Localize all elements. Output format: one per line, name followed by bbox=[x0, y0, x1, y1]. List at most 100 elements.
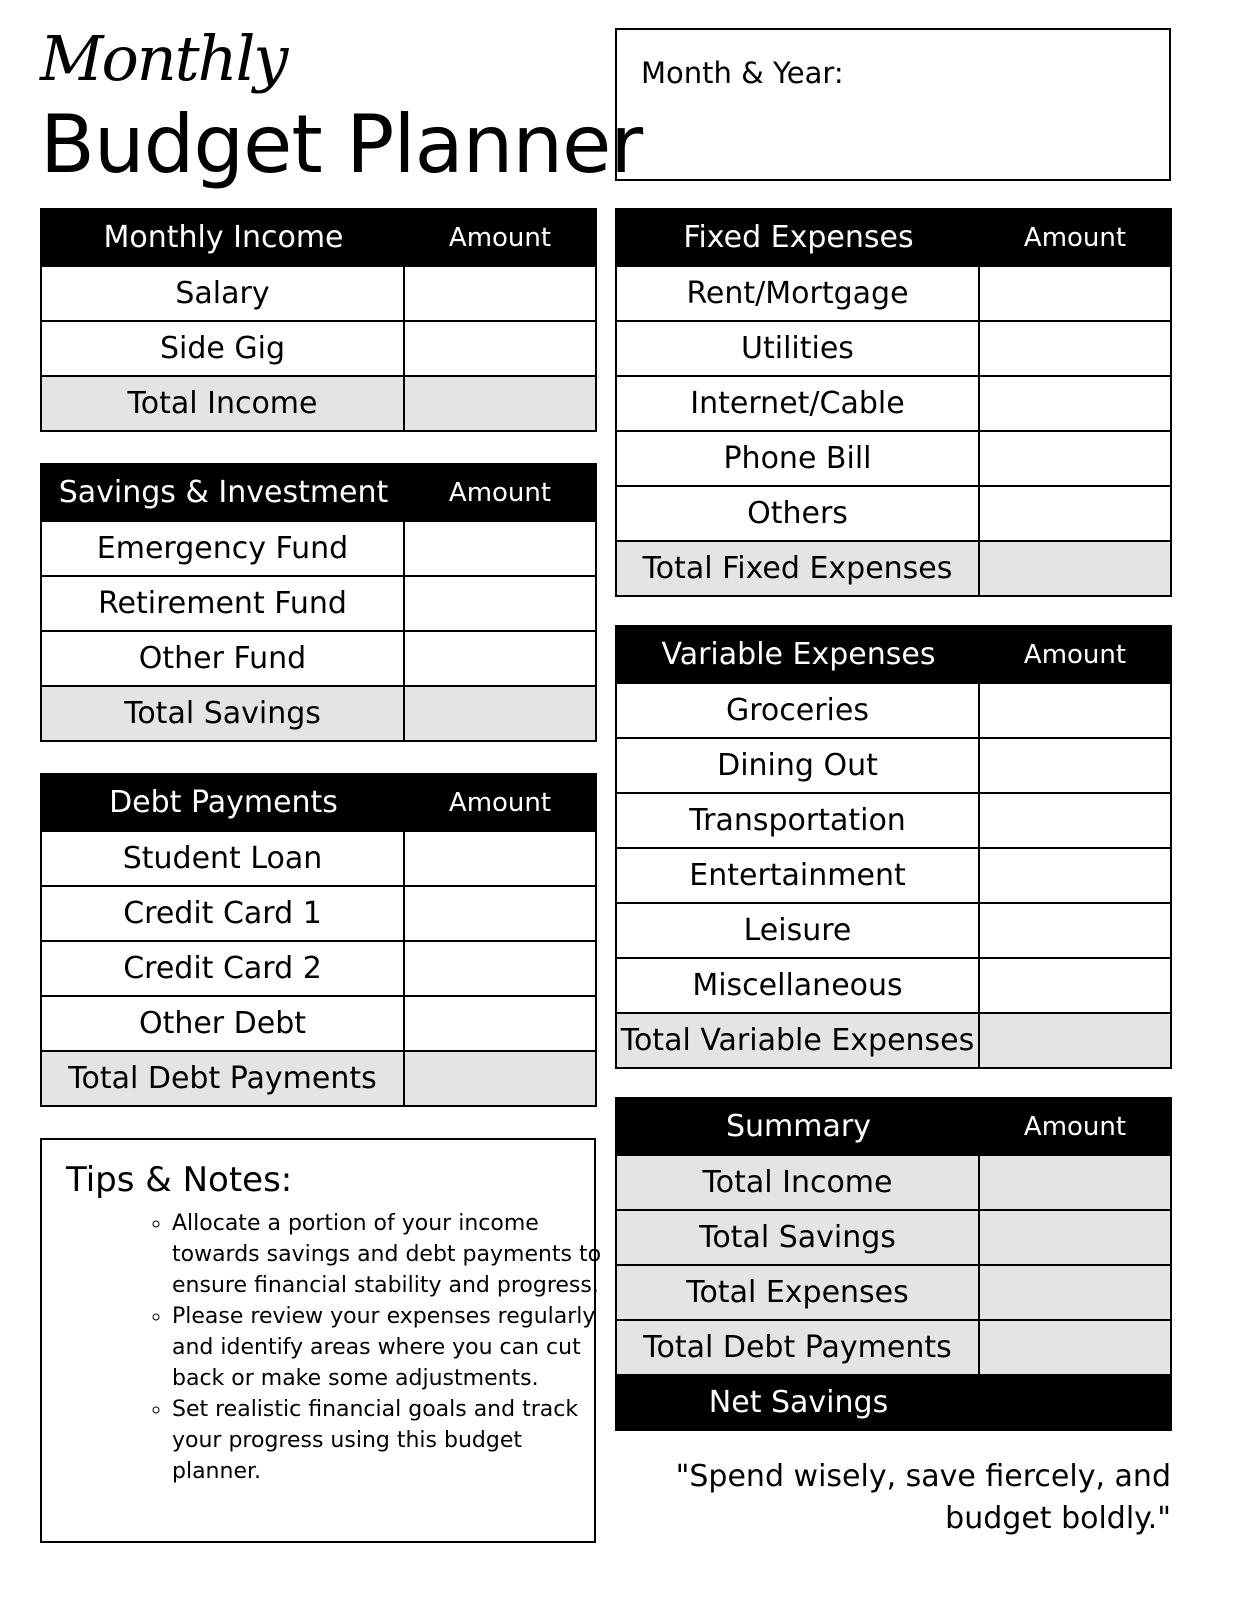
amount-cell[interactable] bbox=[980, 542, 1170, 595]
amount-cell[interactable] bbox=[980, 487, 1170, 540]
table-header: Summary Amount bbox=[617, 1099, 1170, 1154]
net-savings-amount[interactable] bbox=[980, 1376, 1170, 1429]
row-label: Groceries bbox=[617, 684, 980, 737]
tip-item: Please review your expenses regularly an… bbox=[172, 1301, 602, 1394]
row-label: Utilities bbox=[617, 322, 980, 375]
amount-header: Amount bbox=[1023, 222, 1127, 253]
row-label: Total Expenses bbox=[617, 1266, 980, 1319]
table-row: Entertainment bbox=[617, 847, 1170, 902]
fixed-expenses-table: Fixed Expenses Amount Rent/Mortgage Utiliti… bbox=[615, 208, 1172, 597]
row-label: Credit Card 1 bbox=[42, 887, 405, 940]
table-row: Retirement Fund bbox=[42, 575, 595, 630]
row-label: Internet/Cable bbox=[617, 377, 980, 430]
table-row: Others bbox=[617, 485, 1170, 540]
row-label: Leisure bbox=[617, 904, 980, 957]
row-label: Credit Card 2 bbox=[42, 942, 405, 995]
table-row: Student Loan bbox=[42, 830, 595, 885]
amount-cell[interactable] bbox=[980, 739, 1170, 792]
table-row: Total Debt Payments bbox=[42, 1050, 595, 1105]
summary-table: Summary Amount Total Income Total Savings To… bbox=[615, 1097, 1172, 1431]
row-label: Other Fund bbox=[42, 632, 405, 685]
row-label: Total Debt Payments bbox=[617, 1321, 980, 1374]
row-label: Salary bbox=[42, 267, 405, 320]
row-label: Side Gig bbox=[42, 322, 405, 375]
table-row: Dining Out bbox=[617, 737, 1170, 792]
table-header: Monthly Income Amount bbox=[42, 210, 595, 265]
table-row: Transportation bbox=[617, 792, 1170, 847]
amount-cell[interactable] bbox=[980, 904, 1170, 957]
tips-notes-box: Tips & Notes: Allocate a portion of your… bbox=[40, 1138, 601, 1543]
amount-cell[interactable] bbox=[980, 1321, 1170, 1374]
table-row: Rent/Mortgage bbox=[617, 265, 1170, 320]
amount-cell[interactable] bbox=[405, 887, 595, 940]
amount-cell[interactable] bbox=[980, 267, 1170, 320]
month-year-label: Month & Year: bbox=[641, 56, 844, 90]
amount-cell[interactable] bbox=[405, 322, 595, 375]
table-row: Total Income bbox=[42, 375, 595, 430]
amount-cell[interactable] bbox=[405, 997, 595, 1050]
row-label: Transportation bbox=[617, 794, 980, 847]
table-row: Salary bbox=[42, 265, 595, 320]
tips-title: Tips & Notes: bbox=[66, 1160, 293, 1200]
row-label: Retirement Fund bbox=[42, 577, 405, 630]
amount-cell[interactable] bbox=[405, 632, 595, 685]
amount-header: Amount bbox=[448, 787, 552, 818]
table-row: Internet/Cable bbox=[617, 375, 1170, 430]
amount-cell[interactable] bbox=[405, 832, 595, 885]
amount-cell[interactable] bbox=[980, 684, 1170, 737]
table-row: Emergency Fund bbox=[42, 520, 595, 575]
row-label: Total Debt Payments bbox=[42, 1052, 405, 1105]
table-row: Miscellaneous bbox=[617, 957, 1170, 1012]
table-title: Fixed Expenses bbox=[683, 220, 914, 255]
table-row: Other Debt bbox=[42, 995, 595, 1050]
amount-cell[interactable] bbox=[405, 577, 595, 630]
amount-cell[interactable] bbox=[405, 522, 595, 575]
row-label: Dining Out bbox=[617, 739, 980, 792]
amount-cell[interactable] bbox=[405, 1052, 595, 1105]
amount-cell[interactable] bbox=[980, 377, 1170, 430]
amount-cell[interactable] bbox=[405, 377, 595, 430]
tip-item: Allocate a portion of your income toward… bbox=[172, 1208, 602, 1301]
net-savings-row: Net Savings bbox=[617, 1374, 1170, 1429]
table-row: Credit Card 1 bbox=[42, 885, 595, 940]
amount-cell[interactable] bbox=[405, 942, 595, 995]
amount-cell[interactable] bbox=[980, 322, 1170, 375]
amount-cell[interactable] bbox=[980, 794, 1170, 847]
amount-cell[interactable] bbox=[980, 959, 1170, 1012]
amount-cell[interactable] bbox=[980, 849, 1170, 902]
script-title: Monthly bbox=[40, 22, 288, 95]
table-row: Total Expenses bbox=[617, 1264, 1170, 1319]
row-label: Entertainment bbox=[617, 849, 980, 902]
savings-table: Savings & Investment Amount Emergency Fund… bbox=[40, 463, 597, 742]
table-header: Savings & Investment Amount bbox=[42, 465, 595, 520]
table-row: Phone Bill bbox=[617, 430, 1170, 485]
month-year-box[interactable]: Month & Year: bbox=[615, 28, 1171, 181]
table-title: Monthly Income bbox=[103, 220, 344, 255]
row-label: Others bbox=[617, 487, 980, 540]
table-title: Savings & Investment bbox=[58, 475, 389, 510]
amount-header: Amount bbox=[448, 477, 552, 508]
amount-cell[interactable] bbox=[980, 432, 1170, 485]
row-label: Total Fixed Expenses bbox=[617, 542, 980, 595]
amount-cell[interactable] bbox=[405, 687, 595, 740]
debt-table: Debt Payments Amount Student Loan Credit Ca… bbox=[40, 773, 597, 1107]
tip-item: Set realistic financial goals and track … bbox=[172, 1394, 602, 1487]
row-label: Total Savings bbox=[42, 687, 405, 740]
amount-header: Amount bbox=[1023, 1111, 1127, 1142]
table-row: Other Fund bbox=[42, 630, 595, 685]
quote: "Spend wisely, save fiercely, and budget… bbox=[675, 1459, 1171, 1536]
amount-cell[interactable] bbox=[980, 1014, 1170, 1067]
amount-cell[interactable] bbox=[405, 267, 595, 320]
table-row: Total Debt Payments bbox=[617, 1319, 1170, 1374]
table-row: Total Savings bbox=[42, 685, 595, 740]
table-row: Utilities bbox=[617, 320, 1170, 375]
amount-cell[interactable] bbox=[980, 1211, 1170, 1264]
table-title: Debt Payments bbox=[109, 785, 338, 820]
row-label: Emergency Fund bbox=[42, 522, 405, 575]
table-row: Credit Card 2 bbox=[42, 940, 595, 995]
amount-cell[interactable] bbox=[980, 1156, 1170, 1209]
variable-expenses-table: Variable Expenses Amount Groceries Dining O… bbox=[615, 625, 1172, 1069]
amount-cell[interactable] bbox=[980, 1266, 1170, 1319]
table-row: Leisure bbox=[617, 902, 1170, 957]
table-title: Summary bbox=[726, 1109, 871, 1144]
